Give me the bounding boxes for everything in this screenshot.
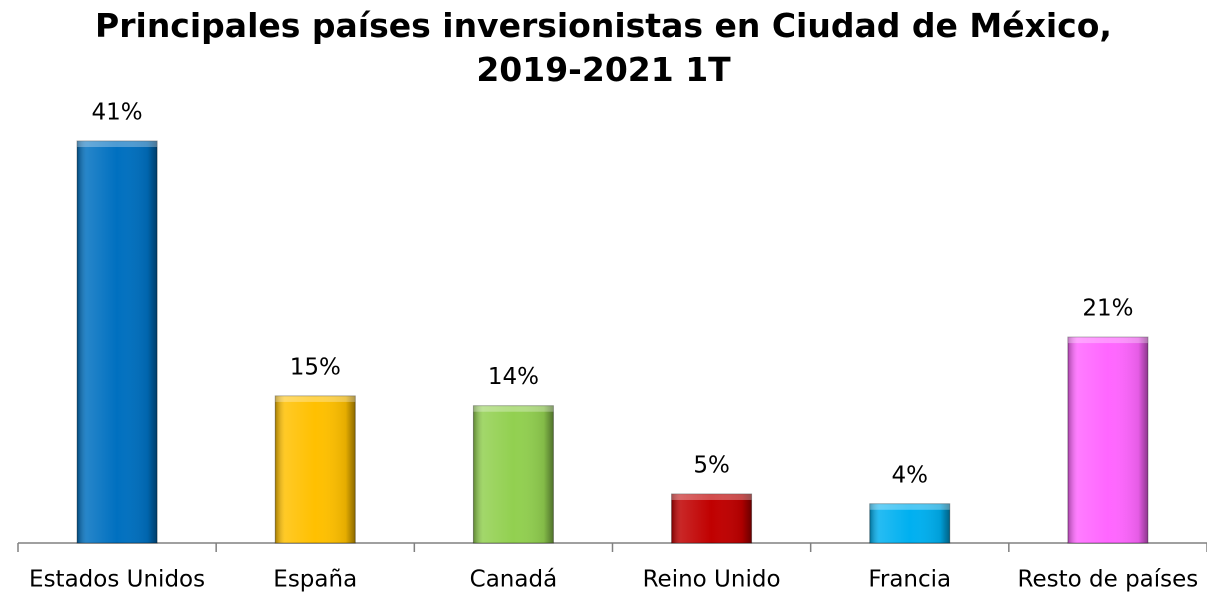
bar-shade	[671, 493, 752, 543]
bar-shade	[77, 141, 158, 543]
bar-shade	[275, 395, 356, 543]
bar-top-bevel	[869, 503, 950, 510]
bar-shade	[473, 405, 554, 543]
value-label: 21%	[1082, 296, 1133, 322]
bar-top-bevel	[671, 493, 752, 500]
x-tick-label: Estados Unidos	[29, 567, 205, 593]
x-tick-label: Resto de países	[1018, 567, 1199, 593]
x-tick-label: Reino Unido	[643, 567, 781, 593]
value-label: 14%	[488, 364, 539, 390]
bar-top-bevel	[275, 395, 356, 402]
bar-shade	[1067, 337, 1148, 543]
x-tick-label: España	[273, 567, 357, 593]
bar-top-bevel	[1067, 337, 1148, 344]
x-tick-label: Canadá	[470, 567, 558, 593]
value-label: 41%	[92, 100, 143, 126]
bar-top-bevel	[77, 141, 158, 147]
value-label: 4%	[892, 462, 929, 488]
chart-title: Principales países inversionistas en Ciu…	[95, 6, 1112, 89]
value-label: 15%	[290, 354, 341, 380]
bar-top-bevel	[473, 405, 554, 412]
bar-shade	[869, 503, 950, 543]
x-tick-label: Francia	[868, 567, 951, 593]
value-label: 5%	[693, 452, 730, 478]
